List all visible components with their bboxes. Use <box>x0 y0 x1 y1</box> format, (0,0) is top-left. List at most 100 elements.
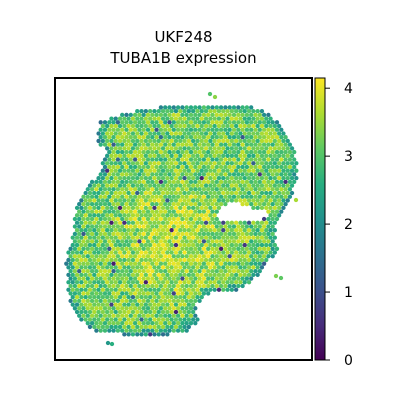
tissue-spot <box>186 153 192 158</box>
tissue-spot <box>246 168 252 173</box>
tissue-spot <box>242 116 247 121</box>
tissue-spot <box>199 131 204 136</box>
tissue-spot <box>154 239 159 244</box>
tissue-spot <box>145 209 151 214</box>
tissue-spot <box>203 205 209 211</box>
tissue-spot <box>122 205 127 211</box>
tissue-spot <box>66 250 71 255</box>
tissue-spot <box>188 216 194 222</box>
tissue-spot <box>107 328 112 333</box>
tissue-spot <box>152 302 157 307</box>
tissue-spot <box>66 272 71 277</box>
tissue-spot <box>257 142 262 147</box>
tissue-spot <box>137 164 142 170</box>
tissue-spot <box>197 202 202 207</box>
tissue-spot <box>124 187 129 192</box>
tissue-spot <box>231 254 237 259</box>
tissue-spot <box>128 298 133 304</box>
tissue-spot <box>126 220 131 225</box>
tissue-spot <box>124 142 129 147</box>
tissue-spot <box>117 235 123 240</box>
tissue-spot <box>85 268 90 274</box>
tissue-spot <box>236 276 241 281</box>
tissue-spot <box>210 149 215 155</box>
tissue-spot <box>120 194 125 199</box>
tissue-spot <box>178 131 183 136</box>
tissue-spot <box>197 291 202 296</box>
tissue-spot <box>193 172 198 177</box>
tissue-spot <box>274 127 280 132</box>
tissue-spot <box>120 135 125 140</box>
tissue-spot <box>212 153 217 158</box>
tissue-spot <box>120 268 125 274</box>
tissue-spot <box>249 187 254 192</box>
tissue-spot <box>81 313 86 318</box>
tissue-spot <box>85 246 90 251</box>
tissue-spot <box>87 190 93 196</box>
tissue-spot <box>158 328 164 333</box>
tissue-spot <box>107 283 112 289</box>
tissue-spot <box>107 164 112 170</box>
tissue-spot <box>98 328 103 333</box>
tissue-spot <box>216 190 222 196</box>
tissue-spot <box>236 105 241 110</box>
tissue-spot <box>242 250 247 255</box>
tissue-spot <box>246 138 252 144</box>
tissue-spot <box>66 257 71 263</box>
tissue-spot <box>158 187 164 192</box>
tissue-spot <box>141 149 146 155</box>
tissue-spot <box>244 120 250 125</box>
tissue-spot <box>107 261 112 266</box>
tissue-spot <box>234 153 239 158</box>
tissue-spot <box>193 239 198 244</box>
tissue-spot <box>107 157 112 162</box>
tissue-spot <box>281 161 286 166</box>
tissue-spot <box>208 175 213 181</box>
tissue-spot <box>180 187 185 192</box>
tissue-spot <box>167 291 172 296</box>
tissue-spot <box>130 138 136 144</box>
tissue-spot <box>96 302 101 307</box>
tissue-spot <box>218 283 224 289</box>
tissue-spot <box>199 161 204 166</box>
tissue-spot <box>253 246 258 251</box>
tissue-spot <box>160 161 166 166</box>
tissue-spot <box>96 220 101 225</box>
tissue-spot <box>182 161 187 166</box>
tissue-spot <box>227 239 232 244</box>
tissue-spot <box>249 112 254 118</box>
tissue-spot <box>96 324 101 330</box>
tissue-spot <box>160 332 166 337</box>
tissue-spot <box>208 116 213 121</box>
tissue-spot <box>100 183 105 188</box>
tissue-spot <box>74 309 80 315</box>
tissue-spot <box>225 138 230 144</box>
tissue-spot <box>206 254 211 259</box>
tissue-spot <box>238 190 243 196</box>
tissue-spot <box>128 224 133 229</box>
tissue-spot <box>238 161 243 166</box>
tissue-spot <box>225 175 230 181</box>
tissue-spot <box>135 131 140 136</box>
tissue-spot <box>184 179 189 184</box>
tissue-spot <box>158 149 164 155</box>
tissue-spot <box>197 127 202 132</box>
tissue-spot <box>102 291 108 296</box>
tissue-spot <box>231 157 237 162</box>
tissue-spot <box>191 213 196 218</box>
tissue-spot <box>197 105 202 110</box>
tissue-spot <box>128 179 133 184</box>
tissue-spot <box>270 216 275 222</box>
tissue-spot <box>132 194 138 199</box>
tissue-spot <box>154 313 159 318</box>
tissue-spot <box>79 309 84 315</box>
tissue-spot <box>257 231 262 237</box>
tissue-spot <box>210 202 215 207</box>
tissue-spot <box>167 328 172 333</box>
tissue-spot <box>98 179 103 184</box>
tissue-spot <box>214 187 219 192</box>
tissue-spot <box>79 205 84 211</box>
tissue-spot <box>203 265 209 270</box>
tissue-spot <box>264 190 269 196</box>
tissue-spot <box>79 265 84 270</box>
